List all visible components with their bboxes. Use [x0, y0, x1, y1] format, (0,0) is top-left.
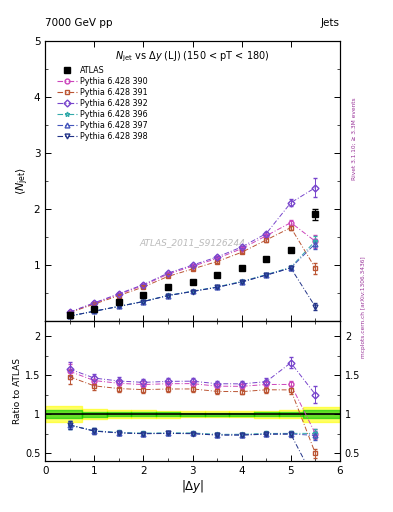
Text: $N_\mathrm{jet}$ vs $\Delta y$ (LJ) (150 < pT < 180): $N_\mathrm{jet}$ vs $\Delta y$ (LJ) (150… — [115, 49, 270, 64]
Legend: ATLAS, Pythia 6.428 390, Pythia 6.428 391, Pythia 6.428 392, Pythia 6.428 396, P: ATLAS, Pythia 6.428 390, Pythia 6.428 39… — [55, 65, 149, 143]
Text: Rivet 3.1.10; ≥ 3.3M events: Rivet 3.1.10; ≥ 3.3M events — [352, 97, 357, 180]
Y-axis label: $\langle N_\mathrm{jet} \rangle$: $\langle N_\mathrm{jet} \rangle$ — [15, 167, 31, 195]
Text: ATLAS_2011_S9126244: ATLAS_2011_S9126244 — [140, 238, 246, 247]
X-axis label: $|\Delta y|$: $|\Delta y|$ — [181, 478, 204, 496]
Y-axis label: Ratio to ATLAS: Ratio to ATLAS — [13, 358, 22, 424]
Text: 7000 GeV pp: 7000 GeV pp — [45, 18, 113, 28]
Text: mcplots.cern.ch [arXiv:1306.3436]: mcplots.cern.ch [arXiv:1306.3436] — [361, 257, 366, 358]
Text: Jets: Jets — [321, 18, 340, 28]
